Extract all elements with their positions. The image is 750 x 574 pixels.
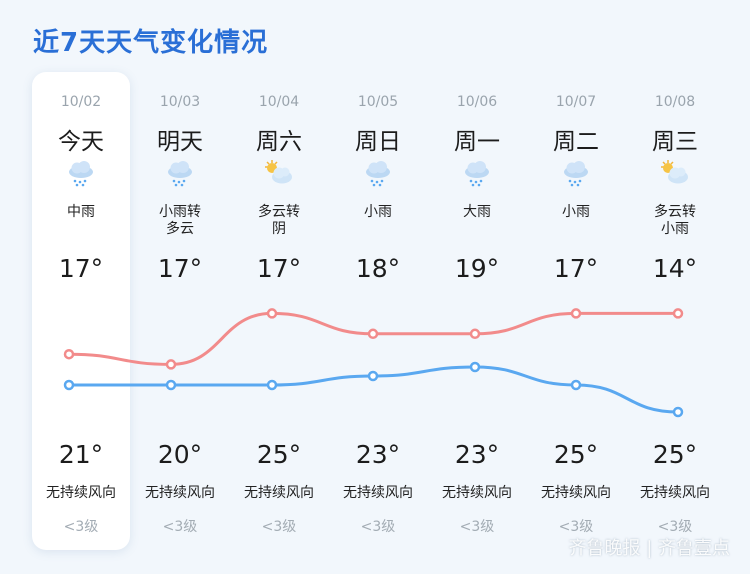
day-column: 10/08 周三多云转 小雨 14° 25° 无持续风向 <3级 (626, 72, 724, 550)
wind-direction: 无持续风向 (541, 485, 611, 501)
wind-direction: 无持续风向 (244, 485, 314, 501)
wind-level: <3级 (63, 519, 99, 535)
day-date: 10/07 (555, 94, 597, 110)
day-name: 周六 (256, 129, 302, 155)
weather-condition: 中雨 (67, 204, 95, 220)
day-column: 10/04 周六多云转 阴 17° 25° 无持续风向 <3级 (230, 72, 328, 550)
rain-icon (461, 158, 493, 188)
day-name: 今天 (58, 129, 104, 155)
wind-level: <3级 (261, 519, 297, 535)
day-date: 10/04 (258, 94, 300, 110)
wind-level: <3级 (657, 519, 693, 535)
wind-direction: 无持续风向 (145, 485, 215, 501)
high-temp-point (165, 359, 177, 370)
rain-icon (164, 158, 196, 188)
weather-condition: 小雨 (364, 204, 392, 220)
low-temp-point (570, 379, 582, 391)
wind-direction: 无持续风向 (46, 485, 116, 501)
low-temp-point (266, 379, 278, 391)
high-temp-point (367, 328, 379, 340)
weather-condition: 小雨转 多云 (159, 204, 201, 237)
day-column: 10/06 周一大雨 19° 23° 无持续风向 <3级 (428, 72, 526, 550)
wind-level: <3级 (360, 519, 396, 535)
rain-icon (560, 158, 592, 188)
temp-low: 14° (652, 254, 698, 283)
weather-condition: 多云转 小雨 (654, 204, 696, 237)
high-temp-point (266, 308, 278, 319)
day-name: 周一 (454, 129, 500, 155)
watermark: 齐鲁晚报 | 齐鲁壹点 (568, 538, 730, 559)
temp-high: 23° (355, 440, 401, 469)
temp-high: 25° (256, 440, 302, 469)
day-name: 周三 (652, 129, 698, 155)
rain-icon (65, 158, 97, 188)
day-column: 10/03 明天小雨转 多云 17° 20° 无持续风向 <3级 (131, 72, 229, 550)
day-date: 10/02 (60, 94, 102, 110)
wind-level: <3级 (459, 519, 495, 535)
wind-direction: 无持续风向 (442, 485, 512, 501)
high-temp-point (570, 308, 582, 319)
day-date: 10/08 (654, 94, 696, 110)
today-highlight-card (32, 72, 130, 550)
high-temp-point (469, 328, 481, 340)
temp-high: 20° (157, 440, 203, 469)
temp-high: 25° (553, 440, 599, 469)
day-column: 10/05 周日小雨 18° 23° 无持续风向 <3级 (329, 72, 427, 550)
page-title: 近7天天气变化情况 (33, 28, 269, 58)
wind-direction: 无持续风向 (640, 485, 710, 501)
temp-low: 17° (157, 254, 203, 283)
temp-low: 19° (454, 254, 500, 283)
temp-low: 17° (553, 254, 599, 283)
low-temp-point (469, 361, 481, 373)
day-date: 10/06 (456, 94, 498, 110)
high-temp-point (63, 348, 75, 360)
low-temp-point (367, 370, 379, 382)
temp-high: 21° (58, 440, 104, 469)
day-date: 10/03 (159, 94, 201, 110)
low-temp-point (165, 379, 177, 391)
low-temp-point (63, 379, 75, 391)
temp-low: 18° (355, 254, 401, 283)
day-name: 周日 (355, 129, 401, 155)
weather-condition: 小雨 (562, 204, 590, 220)
wind-direction: 无持续风向 (343, 485, 413, 501)
high-temp-point (672, 308, 684, 319)
weather-condition: 多云转 阴 (258, 204, 300, 237)
low-temp-point (672, 406, 684, 418)
day-name: 明天 (157, 129, 203, 155)
day-name: 周二 (553, 129, 599, 155)
temp-low: 17° (256, 254, 302, 283)
day-column: 10/02 今天中雨 17° 21° 无持续风向 <3级 (32, 72, 130, 550)
sun-cloud-icon (659, 158, 691, 188)
rain-icon (362, 158, 394, 188)
temp-high: 23° (454, 440, 500, 469)
wind-level: <3级 (558, 519, 594, 535)
weather-condition: 大雨 (463, 204, 491, 220)
temp-high: 25° (652, 440, 698, 469)
day-column: 10/07 周二小雨 17° 25° 无持续风向 <3级 (527, 72, 625, 550)
sun-cloud-icon (263, 158, 295, 188)
day-date: 10/05 (357, 94, 399, 110)
temp-low: 17° (58, 254, 104, 283)
wind-level: <3级 (162, 519, 198, 535)
